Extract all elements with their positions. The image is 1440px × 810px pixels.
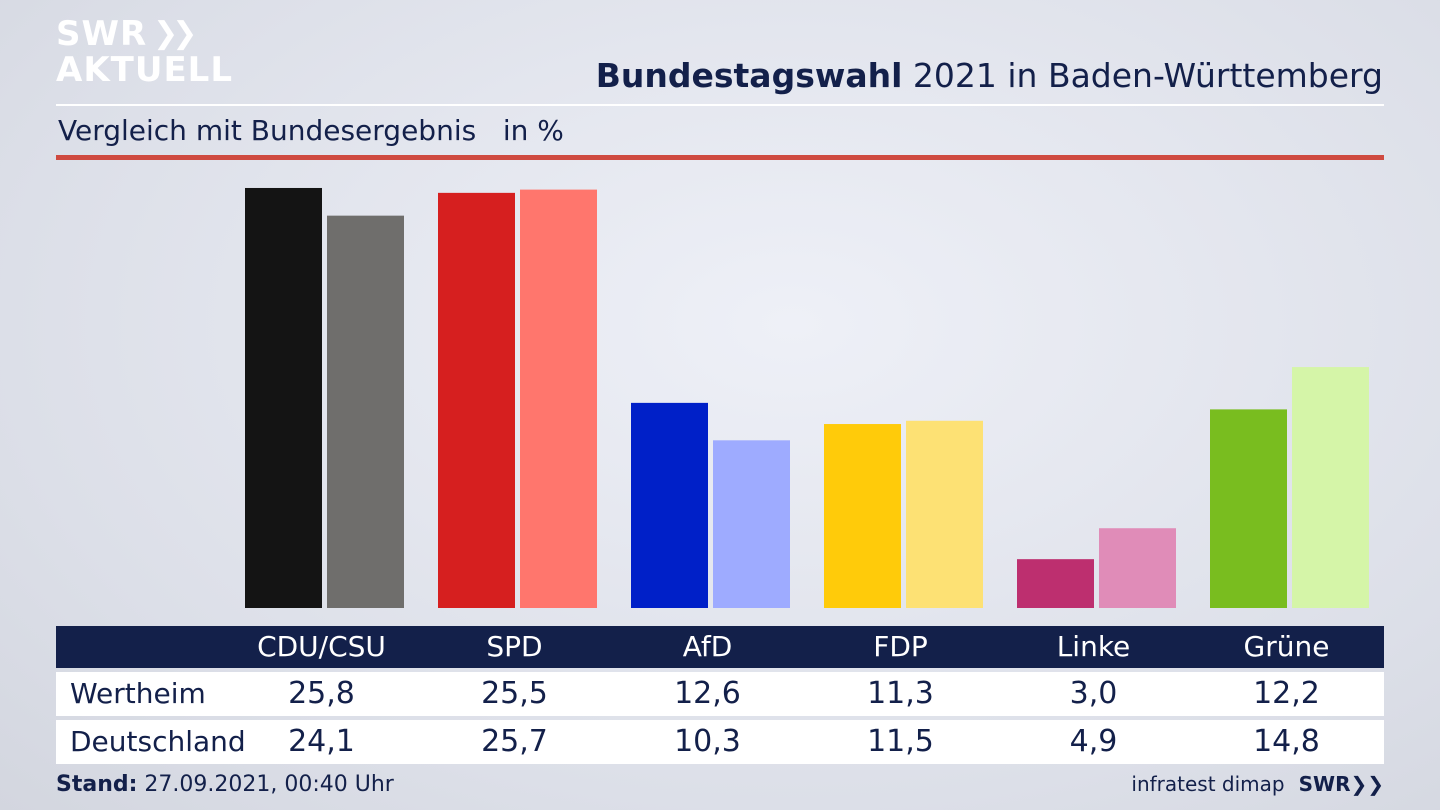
col-header: SPD (486, 630, 543, 663)
title-rest: 2021 in Baden-Württemberg (902, 56, 1383, 95)
source-credit: infratest dimap SWR❯❯ (1131, 772, 1384, 796)
bar-deutschland (906, 420, 983, 608)
table-cell: 12,2 (1253, 676, 1320, 711)
col-header: CDU/CSU (257, 630, 386, 663)
header-divider (56, 104, 1384, 106)
table-cell: 12,6 (674, 676, 741, 711)
col-header: FDP (873, 630, 928, 663)
logo-line-2: AKTUELL (56, 50, 234, 90)
table-cell: 10,3 (674, 724, 741, 759)
stand-label: Stand: (56, 772, 138, 797)
col-header: AfD (682, 630, 733, 663)
accent-rule (56, 155, 1384, 160)
swr-brand-logo: SWR❯❯ (1298, 772, 1384, 796)
timestamp: Stand: 27.09.2021, 00:40 Uhr (56, 772, 394, 797)
table-cell: 11,3 (867, 676, 934, 711)
bar-wertheim (438, 192, 515, 609)
col-header: Linke (1056, 630, 1131, 663)
table-cell: 25,8 (288, 676, 355, 711)
bar-wertheim (245, 187, 322, 608)
col-header: Grüne (1243, 630, 1330, 663)
table-cell: 4,9 (1069, 724, 1118, 759)
row-label: Wertheim (70, 677, 206, 710)
table-cell: 25,5 (481, 676, 548, 711)
page-title: Bundestagswahl 2021 in Baden-Württemberg (596, 56, 1383, 95)
swr-aktuell-logo: SWR ❯❯ AKTUELL (56, 16, 233, 88)
source-name: infratest dimap (1131, 772, 1285, 796)
bar-deutschland (1292, 367, 1369, 608)
table-header: CDU/CSU SPD AfD FDP Linke Grüne (56, 626, 1384, 668)
chart-subtitle: Vergleich mit Bundesergebnis in % (58, 114, 564, 147)
table-cell: 25,7 (481, 724, 548, 759)
table-cell: 24,1 (288, 724, 355, 759)
bar-wertheim (1017, 559, 1094, 608)
row-label: Deutschland (70, 725, 246, 758)
table-row: Wertheim 25,8 25,5 12,6 11,3 3,0 12,2 (56, 672, 1384, 716)
bar-chart (245, 187, 1369, 609)
bar-wertheim (1210, 409, 1287, 608)
swr-brand-text: SWR (1298, 772, 1351, 796)
table-row: Deutschland 24,1 25,7 10,3 11,5 4,9 14,8 (56, 720, 1384, 764)
results-table: CDU/CSU SPD AfD FDP Linke Grüne Wertheim… (56, 626, 1384, 764)
bar-wertheim (824, 424, 901, 608)
bar-deutschland (713, 440, 790, 608)
logo-line-1: SWR (56, 14, 148, 54)
bar-wertheim (631, 402, 708, 608)
title-bold: Bundestagswahl (595, 56, 903, 95)
stand-value: 27.09.2021, 00:40 Uhr (137, 772, 394, 797)
table-cell: 3,0 (1069, 676, 1118, 711)
bar-deutschland (327, 215, 404, 609)
bar-deutschland (520, 189, 597, 608)
table-cell: 14,8 (1253, 724, 1320, 759)
chevrons-icon: ❯❯ (153, 16, 197, 51)
bar-deutschland (1099, 528, 1176, 608)
table-header-spacer (56, 626, 225, 668)
table-cell: 11,5 (867, 724, 934, 759)
